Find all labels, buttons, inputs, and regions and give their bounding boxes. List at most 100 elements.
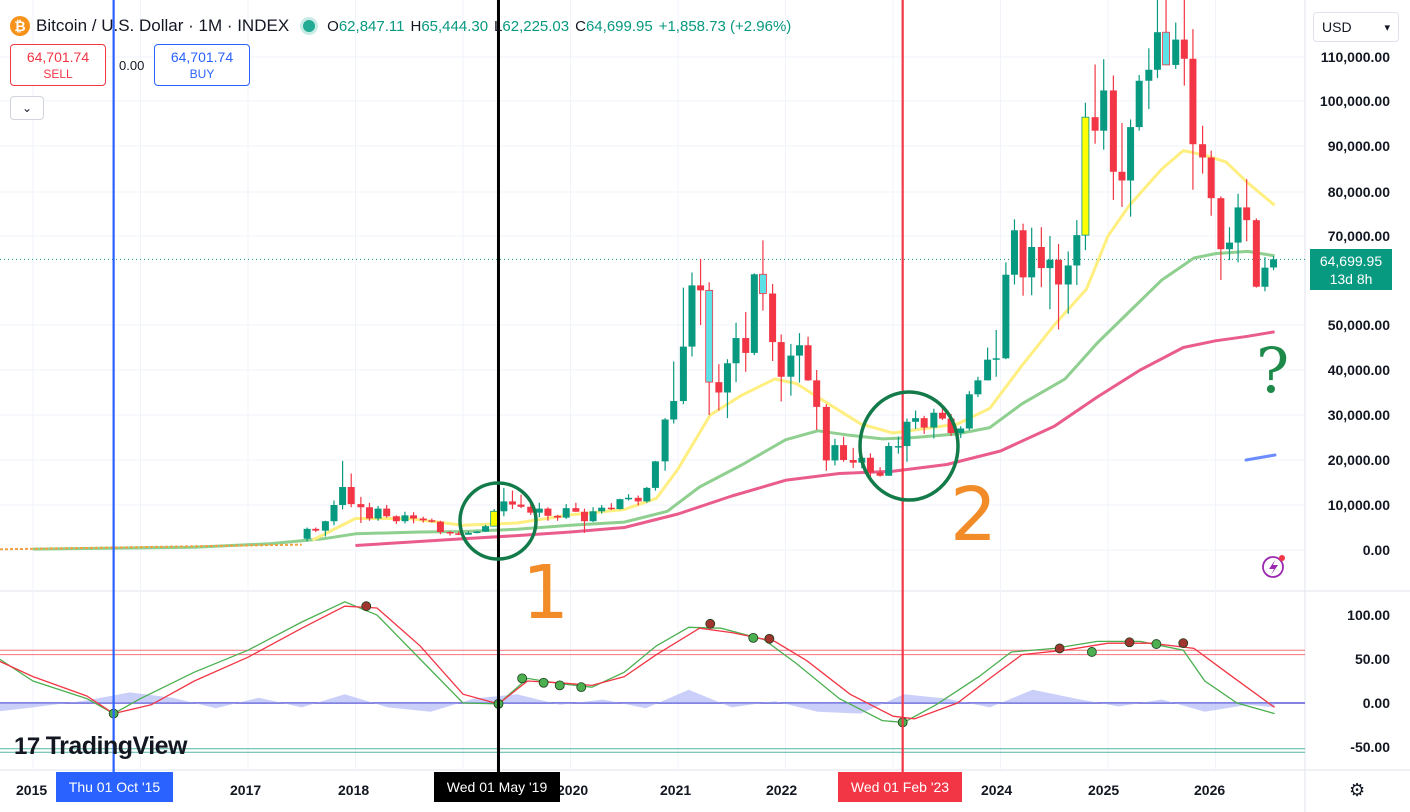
annotation-number-1: 1 [522, 550, 569, 636]
candle-body [464, 532, 472, 535]
low-label: L [494, 17, 503, 35]
market-status-icon[interactable] [303, 20, 316, 32]
y-axis-tick-label: 40,000.00 [1328, 362, 1390, 378]
symbol-title[interactable]: Bitcoin / U.S. Dollar · 1M · INDEX [36, 16, 290, 35]
currency-select[interactable]: USD ▾ [1313, 12, 1399, 42]
candle-body [1064, 265, 1072, 285]
candle-body [1127, 127, 1135, 181]
tradingview-logo-text: TradingView [45, 732, 188, 760]
oscillator-cross-dot [1054, 643, 1065, 654]
close-label: C [575, 17, 586, 35]
y-axis-tick-label: 30,000.00 [1328, 407, 1390, 423]
candle-body [482, 526, 490, 532]
oscillator-cross-dot [576, 682, 587, 693]
x-axis-label: 2017 [230, 782, 262, 798]
candle-body [312, 528, 320, 531]
candle-body [1037, 247, 1045, 269]
candle-body [589, 511, 597, 522]
candle-body [715, 382, 723, 393]
candle-body [1019, 230, 1027, 278]
ohlc-values: O62,847.11 H65,444.30 L62,225.03 C64,699… [327, 18, 791, 35]
ma-fast-line [311, 149, 1276, 542]
candle-body [947, 418, 955, 433]
symbol-legend: ₿ Bitcoin / U.S. Dollar · 1M · INDEX O62… [10, 14, 791, 38]
ma-slow-line [355, 330, 1275, 547]
candle-body [374, 508, 382, 519]
candle-body [625, 497, 633, 500]
x-axis-label: 2015 [16, 782, 48, 798]
candle-body [992, 358, 1000, 360]
candle-body [1207, 157, 1215, 199]
oscillator-cross-dot [1178, 638, 1189, 649]
candle-body [607, 507, 615, 510]
candle-body [616, 499, 624, 510]
sell-button[interactable]: 64,701.74 SELL [10, 44, 106, 86]
last-price-tag: 64,699.95 13d 8h [1310, 249, 1392, 290]
bitcoin-icon: ₿ [10, 16, 30, 36]
candle-body [1100, 90, 1108, 131]
ma-mid-line [32, 249, 1275, 551]
candle-body [1109, 90, 1117, 172]
candle-body [804, 345, 812, 381]
candle-body [876, 472, 884, 476]
oscillator-fast-line [0, 601, 1275, 724]
last-price-value: 64,699.95 [1319, 253, 1383, 269]
candle-body [1055, 259, 1063, 285]
sell-label: SELL [43, 67, 73, 81]
candle-body [303, 528, 311, 539]
y-axis-tick-label: 90,000.00 [1328, 138, 1390, 154]
candle-body [490, 510, 499, 527]
x-axis-label: 2020 [557, 782, 589, 798]
oscillator-tick-label: 50.00 [1355, 651, 1390, 667]
candle-body [1118, 171, 1126, 181]
candle-body [750, 274, 758, 353]
candle-body [500, 501, 508, 512]
sell-price: 64,701.74 [26, 49, 90, 65]
candle-body [562, 508, 570, 518]
y-axis-tick-label: 110,000.00 [1321, 49, 1391, 65]
alert-flash-icon [1262, 556, 1284, 578]
x-axis-label: 2024 [981, 782, 1013, 798]
candle-body [866, 457, 874, 473]
oscillator-tick-label: 100.00 [1347, 607, 1390, 623]
candle-body [984, 359, 992, 381]
x-axis-label: 2026 [1194, 782, 1226, 798]
chevron-down-icon: ▾ [1384, 21, 1390, 34]
candle-body [1081, 116, 1090, 236]
y-axis-tick-label: 100,000.00 [1320, 93, 1390, 109]
candle-body [357, 504, 365, 508]
early-price-line [0, 543, 302, 551]
candle-body [661, 419, 669, 462]
candle-body [1046, 259, 1054, 269]
oscillator-cross-dot [1151, 639, 1162, 649]
high-label: H [410, 17, 422, 35]
oscillator-histogram [0, 689, 1275, 714]
x-axis-label: 2021 [660, 782, 692, 798]
tradingview-logo[interactable]: 17 TradingView [14, 732, 188, 761]
oscillator-cross-dot [554, 680, 565, 691]
collapse-legend-button[interactable]: ⌄ [10, 96, 44, 120]
buy-button[interactable]: 64,701.74 BUY [154, 44, 250, 86]
candle-body [1010, 230, 1018, 275]
settings-gear-icon[interactable]: ⚙ [1349, 780, 1366, 800]
spread-value: 0.00 [119, 58, 145, 73]
candle-body [544, 508, 552, 516]
candle-body [1217, 198, 1225, 250]
candle-body [1252, 220, 1260, 287]
candle-body [670, 401, 678, 420]
candle-body [517, 504, 525, 507]
candle-body [473, 531, 481, 534]
candle-body [938, 412, 946, 419]
y-axis-tick-label: 80,000.00 [1328, 184, 1390, 200]
candle-body [1172, 39, 1180, 65]
candle-body [1153, 32, 1161, 70]
low-value: 62,225.03 [502, 17, 570, 35]
candle-body [508, 501, 516, 505]
candle-body [580, 511, 588, 522]
candle-body [965, 394, 973, 429]
oscillator-cross-dot [1086, 647, 1097, 657]
oscillator-cross-dot [517, 673, 528, 684]
candle-body [742, 338, 750, 353]
candle-body [330, 505, 338, 522]
